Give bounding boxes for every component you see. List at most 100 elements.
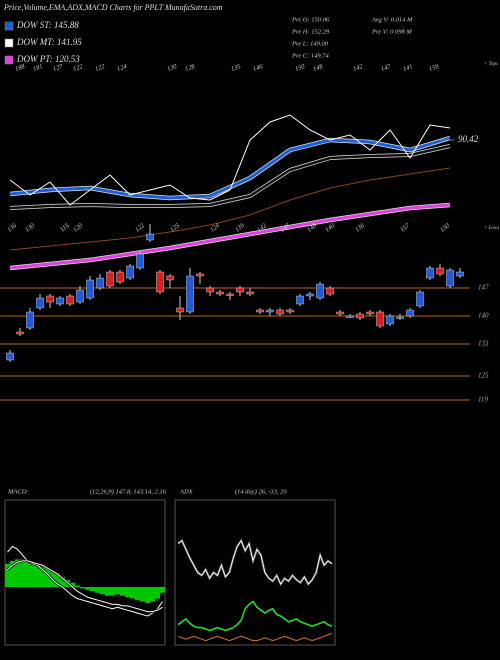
candle-body <box>286 309 294 313</box>
histogram-bar <box>160 587 165 593</box>
candle-body <box>326 287 334 295</box>
top-label: 188 <box>14 63 26 73</box>
candle-body <box>226 293 234 296</box>
line <box>9 203 451 270</box>
legend-label: DOW ST: 145.88 <box>16 20 79 30</box>
legend-label: DOW MT: 141.95 <box>16 37 82 47</box>
panel-label: MACD: <box>7 488 29 495</box>
histogram-bar <box>110 587 115 596</box>
top-label: 146 <box>252 63 264 73</box>
top-label: 141 <box>402 63 414 73</box>
low-label: 136 <box>6 222 19 234</box>
top-label: 128 <box>184 63 196 73</box>
candle-body <box>146 233 154 241</box>
candle-body <box>456 271 464 277</box>
histogram-bar <box>55 573 60 587</box>
line <box>177 600 333 632</box>
histogram-bar <box>100 587 105 595</box>
histogram-bar <box>25 560 30 587</box>
info-text: Avg V: 0.014 M <box>371 16 413 23</box>
candle-body <box>296 295 304 305</box>
histogram-bar <box>70 582 75 587</box>
top-label: 181 <box>32 63 44 73</box>
info-text: Pre C: 149.74 <box>291 52 330 59</box>
candle-body <box>156 271 164 293</box>
info-text: Pre O: 150.06 <box>291 16 330 23</box>
low-label: 115 <box>59 222 71 234</box>
line <box>177 539 333 586</box>
candle-body <box>396 316 404 319</box>
panel-label: ADX <box>179 488 194 495</box>
legend-swatch <box>4 38 14 48</box>
top-label: 150 <box>294 63 306 73</box>
top-label: 159 <box>428 63 440 73</box>
histogram-bar <box>60 576 65 587</box>
top-label: 130 <box>166 63 178 73</box>
legend-label: DOW PT: 120.53 <box>16 54 80 64</box>
histogram-bar <box>125 587 130 598</box>
candle-body <box>366 311 374 315</box>
top-label: 124 <box>116 63 128 73</box>
line <box>9 114 451 206</box>
low-label: 122 <box>134 222 147 234</box>
histogram-bar <box>85 587 90 590</box>
top-label: 122 <box>72 63 84 73</box>
histogram-bar <box>105 587 110 596</box>
info-text: Pre L: 149.00 <box>291 40 329 47</box>
candle-body <box>236 287 244 293</box>
top-label: 135 <box>230 63 242 73</box>
histogram-bar <box>140 587 145 602</box>
candle-body <box>436 267 444 275</box>
candle-body <box>356 313 364 319</box>
candle-body <box>346 315 354 318</box>
histogram-bar <box>15 559 20 587</box>
low-label: 136 <box>354 222 367 234</box>
low-label: 130 <box>24 222 37 234</box>
candle-body <box>116 271 124 283</box>
candle-body <box>76 289 84 303</box>
histogram-bar <box>80 587 85 589</box>
line <box>7 545 163 617</box>
low-label: 157 <box>399 222 412 234</box>
panel-frame <box>174 499 336 646</box>
histogram-bar <box>30 562 35 587</box>
y-tick-label: 133 <box>478 340 489 348</box>
y-tick-label: 125 <box>478 372 489 380</box>
histogram-bar <box>120 587 125 596</box>
candle-body <box>86 279 94 299</box>
histogram-bar <box>10 560 15 587</box>
candle-body <box>206 287 214 293</box>
candle-body <box>136 253 144 269</box>
low-label: 139 <box>234 222 247 234</box>
panel-params: (14 day) 26, -33, 20 <box>235 488 287 495</box>
candle-body <box>176 307 184 313</box>
info-text: Pre V: 0.098 M <box>371 28 412 35</box>
line <box>9 144 451 210</box>
line <box>9 167 451 251</box>
legend-swatch <box>4 55 14 65</box>
legend-swatch <box>4 21 14 31</box>
y-tick-label: 140 <box>478 312 489 320</box>
histogram-bar <box>135 587 140 601</box>
candle-body <box>376 311 384 327</box>
histogram-bar <box>45 568 50 587</box>
candle-body <box>126 265 134 279</box>
y-tick-label: 147 <box>478 284 489 292</box>
candle-body <box>336 311 344 315</box>
top-label: 142 <box>352 63 364 73</box>
candle-body <box>186 275 194 313</box>
histogram-bar <box>75 585 80 587</box>
histogram-bar <box>130 587 135 599</box>
histogram-bar <box>115 587 120 595</box>
candle-body <box>36 297 44 309</box>
low-label: 148 <box>279 222 292 234</box>
candle-body <box>266 309 274 313</box>
low-label: 120 <box>72 222 85 234</box>
candle-body <box>66 295 74 305</box>
candle-body <box>46 295 54 303</box>
histogram-bar <box>95 587 100 593</box>
candle-body <box>426 267 434 279</box>
candle-body <box>446 269 454 287</box>
